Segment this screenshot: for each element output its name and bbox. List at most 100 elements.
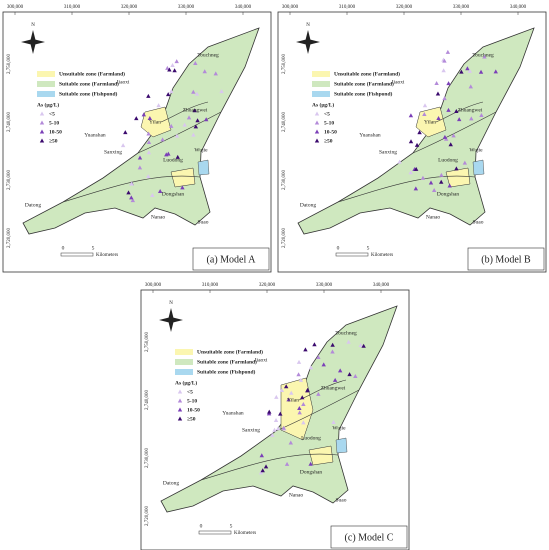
sample-point [330,349,335,354]
sample-point [441,68,446,73]
sample-point [157,189,163,194]
y-coordinate-label: 2,720,000 [282,228,287,249]
sample-point [296,359,302,364]
y-coordinate-label: 2,750,000 [145,332,150,353]
sample-point [454,166,459,171]
x-coordinate-label: 310,000 [339,5,356,10]
sample-point [160,137,165,142]
legend-swatch [312,71,330,77]
sample-point [174,59,179,64]
sample-point [414,142,420,147]
legend-swatch [175,369,193,375]
sample-point [308,365,314,370]
legend-label: 10-50 [324,129,337,135]
sample-point [289,390,294,395]
scale-label: 5 [367,245,370,251]
sample-point [283,384,289,389]
scale-unit: Kilometers [234,531,256,536]
scale-bar [60,252,94,257]
north-arrow [296,30,320,54]
legend-swatch [175,349,193,355]
sample-point [270,432,275,437]
scale-label: 5 [92,245,95,251]
legend-label: <5 [324,111,330,117]
scale-label: 0 [62,245,65,251]
sample-point [435,91,441,96]
north-arrow [21,30,45,54]
sample-point [308,461,313,466]
panel-caption: (a) Model A [207,254,257,265]
place-label: Jiaoxi [391,79,405,85]
caption-box [330,525,408,549]
sample-point [358,343,363,348]
sample-point [274,394,279,399]
sample-point [194,91,200,96]
place-label: Yuanshan [359,132,381,138]
legend-label: Unsuitable zone (Farmland) [59,70,125,77]
sample-point [408,113,414,118]
sample-point [213,71,218,76]
sample-point [156,103,161,108]
sample-point [446,107,451,112]
panel-caption: (c) Model C [345,532,394,543]
x-coordinate-label: 320,000 [259,283,276,288]
place-label: Wujie [332,425,346,431]
legend-swatch [37,91,55,97]
sample-point [439,179,444,184]
y-coordinate-label: 2,750,000 [282,54,287,75]
sample-point [272,427,277,432]
sample-point [141,112,147,117]
sample-point [146,174,151,179]
sample-point [428,180,434,185]
sample-point [330,342,335,347]
place-label: Sanxing [104,149,122,155]
sample-point [258,470,264,475]
sample-point [267,409,272,414]
sample-point [279,387,285,392]
sample-point [300,395,305,400]
x-coordinate-label: 300,000 [145,283,162,288]
legend-label: Suitable zone (Fishpond) [334,90,393,97]
sample-point [123,130,128,135]
legend-symbol [177,416,183,421]
legend-label: Suitable zone (Fishpond) [197,368,256,375]
place-label: Zhuangwei [458,107,483,113]
sample-point [137,165,143,170]
sample-point [301,401,306,406]
map-panel: 300,000 310,000 320,000 330,000 340,000 2,750… [2,5,272,273]
place-label: Datong [300,202,316,208]
place-label: Touchneg [197,52,219,58]
sample-point [193,60,198,65]
legend-symbol [314,111,320,116]
sample-point [169,89,174,94]
x-coordinate-label: 340,000 [373,283,390,288]
legend-symbol [39,120,45,125]
place-label: Jiaoxi [254,357,268,363]
sample-point [260,468,265,473]
legend-symbol [39,129,45,134]
legend-swatch [175,359,193,365]
y-coordinate-label: 2,750,000 [7,54,12,75]
sample-point [130,198,136,203]
sample-point [331,419,336,424]
sample-point [286,397,291,402]
x-coordinate-label: 310,000 [202,283,219,288]
sample-point [478,69,484,74]
sample-point [408,170,413,175]
sample-point [482,54,487,59]
panel-caption: (b) Model B [481,254,531,265]
legend-swatch [312,81,330,87]
sample-point [146,150,152,155]
legend-symbol [177,398,183,403]
scale-bar [198,530,232,535]
x-coordinate-label: 320,000 [121,5,138,10]
plain-area [297,27,535,235]
legend-label: ≥50 [187,416,196,422]
unsuitable-zone [170,167,196,188]
place-label: Sanxing [242,427,260,433]
place-label: Yuanshan [84,132,106,138]
x-coordinate-label: 330,000 [453,5,470,10]
sample-point [332,377,338,382]
sample-point [459,69,464,74]
x-coordinate-label: 300,000 [282,5,299,10]
